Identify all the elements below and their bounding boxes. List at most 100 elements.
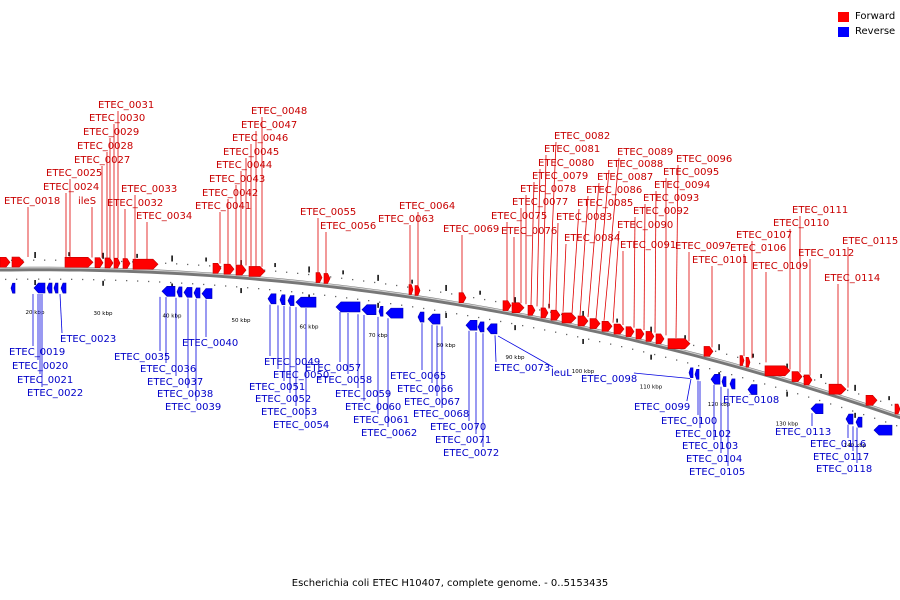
- track-dot: [852, 410, 854, 412]
- track-dot: [874, 417, 876, 419]
- forward-gene-label: ETEC_0056: [320, 221, 376, 232]
- reverse-gene-label: ETEC_0068: [413, 409, 469, 420]
- track-dot: [38, 278, 40, 280]
- reverse-gene-label: ETEC_0065: [390, 371, 446, 382]
- forward-gene: [458, 292, 467, 304]
- track-dot: [808, 396, 810, 398]
- forward-gene: [511, 302, 525, 313]
- tick-label: 20 kbp: [26, 310, 45, 316]
- track-dot: [115, 279, 117, 281]
- track-dot: [121, 260, 123, 263]
- track-dot: [445, 311, 447, 313]
- forward-gene: [764, 365, 791, 377]
- track-dot: [93, 279, 95, 281]
- track-dot: [258, 288, 260, 290]
- track-dot: [599, 340, 601, 343]
- tick-label: 120 kbp: [708, 402, 731, 408]
- forward-gene: [894, 403, 900, 415]
- track-dot: [126, 279, 128, 282]
- tick-major: [786, 363, 788, 370]
- forward-leader-line: [633, 216, 636, 328]
- track-dot: [181, 282, 183, 284]
- forward-gene-label: ETEC_0045: [223, 147, 279, 158]
- tick-major: [514, 297, 516, 304]
- reverse-gene-label: ETEC_0073: [494, 363, 550, 374]
- track-dot: [550, 311, 552, 313]
- genome-caption: Escherichia coli ETEC H10407, complete g…: [291, 578, 609, 589]
- reverse-gene: [361, 304, 377, 315]
- reverse-gene: [721, 376, 727, 387]
- forward-gene-label: ETEC_0033: [121, 184, 177, 195]
- forward-gene: [235, 264, 247, 276]
- reverse-gene: [747, 384, 758, 395]
- track-dot: [753, 380, 755, 382]
- track-dot: [137, 280, 139, 282]
- reverse-gene-label: ETEC_0035: [114, 352, 170, 363]
- forward-gene: [625, 326, 635, 337]
- track-dot: [324, 294, 326, 296]
- track-dot: [830, 403, 832, 405]
- track-dot: [665, 356, 667, 358]
- forward-gene: [540, 307, 549, 319]
- track-dot: [693, 344, 695, 347]
- track-dot: [363, 280, 365, 282]
- forward-leader-line: [530, 181, 535, 306]
- track-dot: [786, 389, 788, 392]
- reverse-leader-line: [633, 372, 691, 379]
- reverse-gene-label: ETEC_0040: [182, 338, 238, 349]
- track-dot: [676, 359, 678, 361]
- reverse-gene-label: ETEC_0049: [264, 357, 320, 368]
- track-dot: [687, 362, 689, 364]
- forward-gene: [113, 257, 121, 269]
- track-dot: [379, 301, 381, 303]
- track-dot: [313, 293, 315, 295]
- forward-leader-line: [587, 182, 600, 318]
- track-dot: [357, 298, 359, 300]
- track-dot: [302, 292, 304, 294]
- track-dot: [825, 382, 827, 385]
- forward-leader-line: [548, 141, 557, 309]
- legend-reverse-label: Reverse: [855, 25, 896, 37]
- forward-gene-label: ETEC_0018: [4, 196, 60, 207]
- track-dot: [159, 281, 161, 283]
- forward-gene: [655, 333, 665, 345]
- forward-gene-label: ETEC_0094: [654, 180, 710, 191]
- forward-gene-label: ETEC_0111: [792, 205, 848, 216]
- reverse-gene-label: ETEC_0059: [335, 389, 391, 400]
- forward-gene: [414, 285, 421, 296]
- reverse-gene-label: ETEC_0020: [12, 361, 68, 372]
- reverse-gene: [845, 413, 854, 425]
- forward-gene-label: ETEC_0031: [98, 100, 154, 111]
- track-dot: [858, 393, 860, 395]
- reverse-gene-label: ETEC_0050: [273, 370, 329, 381]
- reverse-gene-label: ETEC_0067: [404, 397, 460, 408]
- reverse-gene-label: ETEC_0072: [443, 448, 499, 459]
- track-dot: [610, 343, 612, 345]
- reverse-gene-label: ETEC_0054: [273, 420, 329, 431]
- forward-gene-label: ETEC_0046: [232, 133, 288, 144]
- track-dot: [198, 264, 200, 266]
- tick-major-lower: [377, 302, 379, 308]
- forward-gene-label: ETEC_0110: [773, 218, 829, 229]
- forward-leader-line: [579, 195, 589, 316]
- tick-major: [650, 326, 652, 333]
- track-dot: [847, 389, 849, 392]
- track-dot: [275, 270, 277, 272]
- reverse-gene: [33, 282, 46, 294]
- reverse-gene: [279, 294, 286, 306]
- forward-gene-label: ETEC_0109: [752, 261, 808, 272]
- track-dot: [720, 370, 722, 373]
- forward-gene-label: ETEC_0082: [554, 131, 610, 142]
- forward-gene: [601, 320, 613, 332]
- tick-major-lower: [786, 391, 788, 397]
- track-dot: [104, 279, 106, 281]
- track-dot: [440, 291, 442, 293]
- forward-swatch: [838, 11, 849, 22]
- track-dot: [33, 259, 35, 261]
- forward-gene-label: ETEC_0095: [663, 167, 719, 178]
- reverse-leader-line: [497, 335, 554, 368]
- legend-reverse: Reverse: [838, 24, 895, 39]
- forward-gene: [865, 394, 878, 406]
- forward-gene: [791, 371, 803, 382]
- track-dot: [82, 278, 84, 281]
